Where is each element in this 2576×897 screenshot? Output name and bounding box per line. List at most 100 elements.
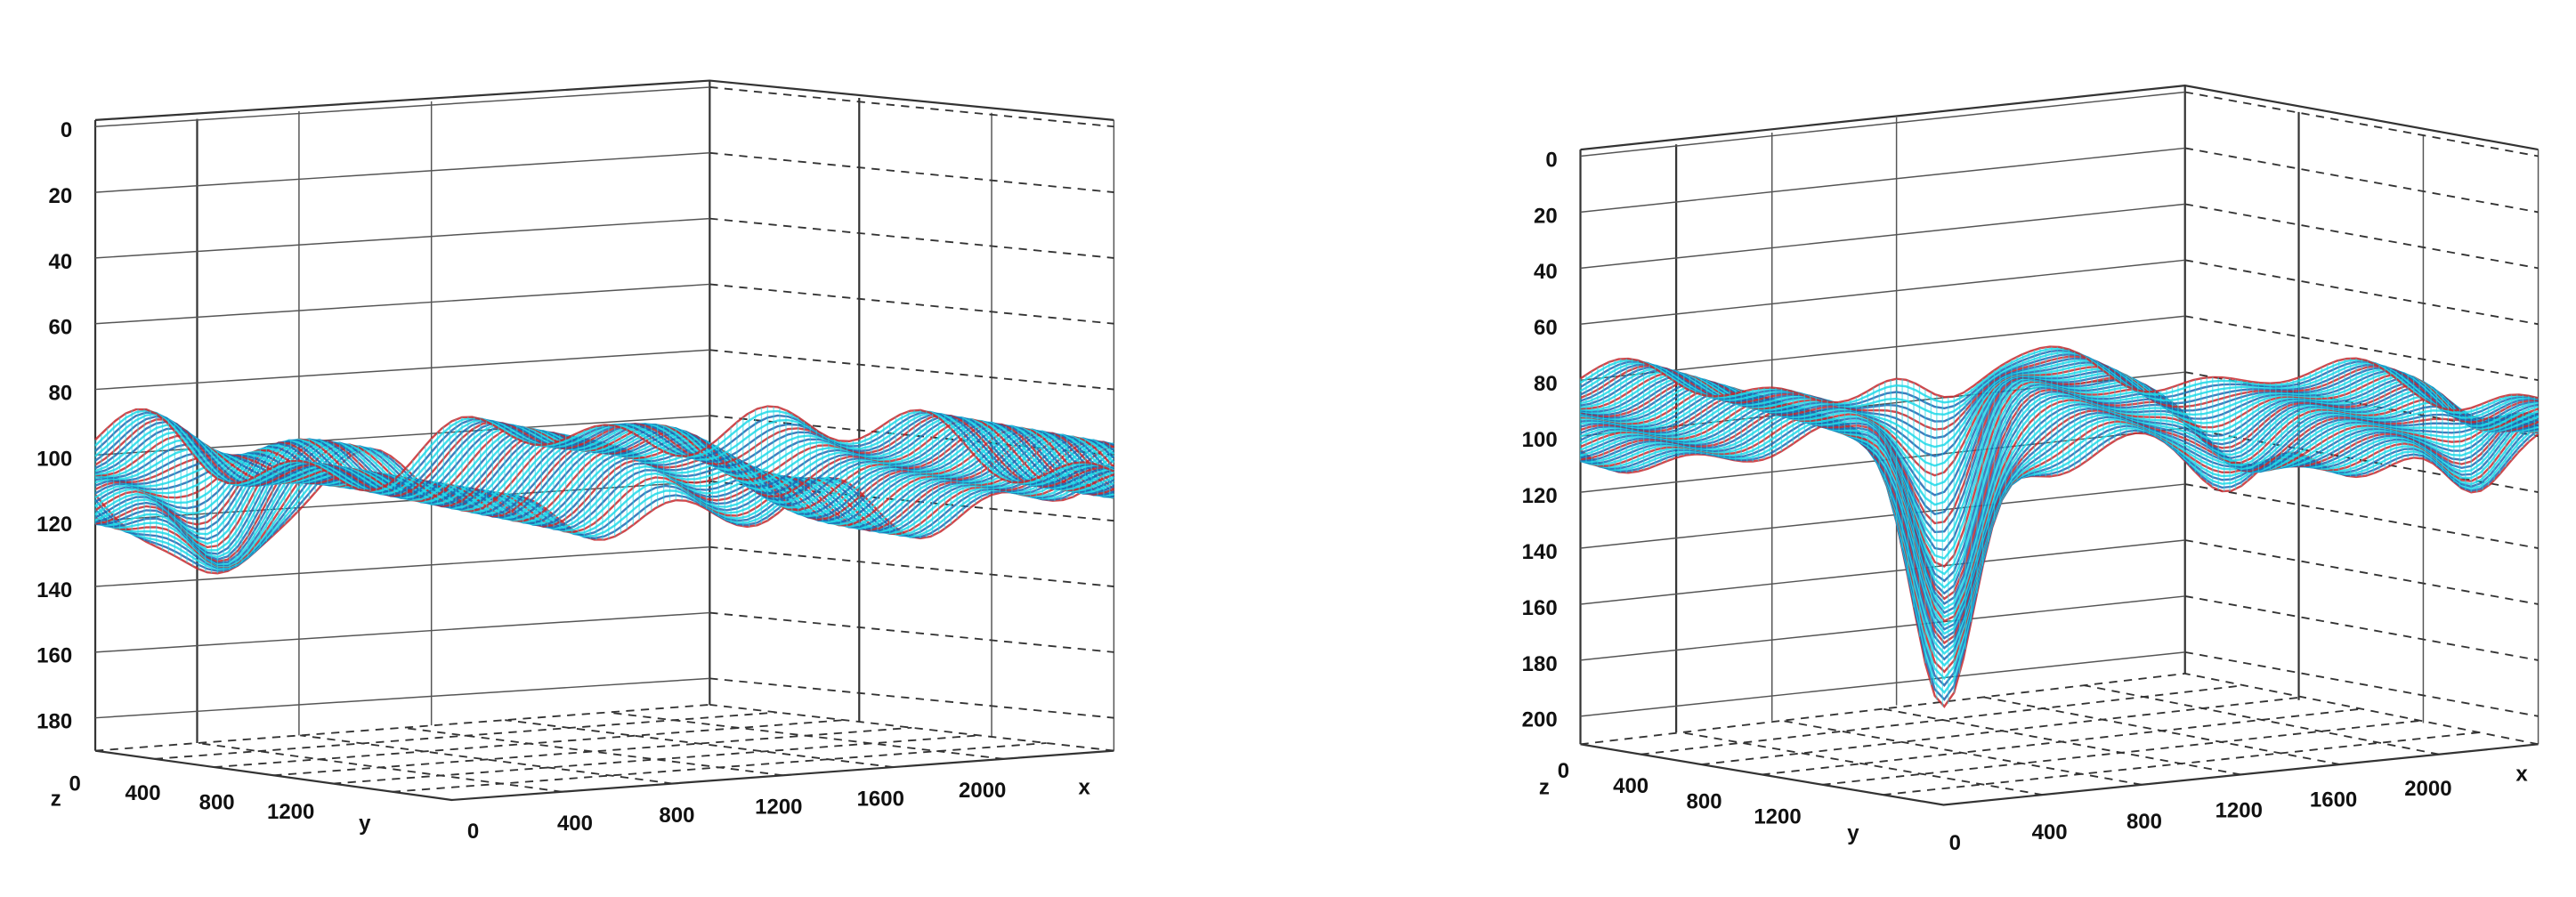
z-tick-label: 60 — [49, 316, 73, 340]
y-tick-label: 800 — [1687, 789, 1722, 813]
surface-line — [94, 443, 1114, 570]
grid-line — [2184, 91, 2539, 158]
floor-edge — [1580, 743, 2539, 806]
y-axis-label: y — [359, 812, 371, 836]
surface-line — [94, 445, 1115, 570]
surface-line — [1579, 416, 2540, 687]
surface-line — [94, 411, 1114, 496]
grid-line — [95, 546, 710, 587]
surface-mesh — [1579, 345, 2540, 708]
z-tick-label: 100 — [1522, 428, 1558, 452]
surface-line — [94, 441, 1114, 567]
grid-line — [2184, 595, 2539, 661]
grid-line — [2184, 483, 2539, 549]
grid-line — [95, 152, 710, 193]
x-tick-label: 1600 — [857, 787, 904, 811]
y-tick-label: 400 — [1613, 774, 1648, 798]
grid-line — [95, 217, 710, 259]
z-tick-label: 0 — [61, 118, 72, 142]
z-tick-label: 80 — [1534, 372, 1558, 396]
surface-line — [1580, 401, 2540, 631]
y-axis-label: y — [1847, 821, 1859, 845]
x-tick-label: 400 — [2032, 820, 2068, 844]
y-tick-label: 400 — [126, 781, 161, 805]
grid-line — [709, 545, 1114, 587]
floor-grid — [2084, 684, 2440, 756]
grid-line — [2184, 651, 2539, 717]
surface-line — [1580, 404, 2539, 640]
x-axis-label: x — [1078, 775, 1090, 799]
y-tick-label: 0 — [1558, 759, 1569, 783]
z-tick-label: 20 — [49, 184, 73, 208]
grid-line — [1580, 91, 2185, 158]
z-tick-label: 180 — [36, 710, 72, 734]
x-tick-label: 800 — [2126, 810, 2162, 834]
z-tick-label: 60 — [1534, 316, 1558, 340]
box-top — [1580, 84, 2539, 151]
floor-grid — [300, 734, 673, 785]
grid-line — [1580, 595, 2185, 661]
surface-line — [1580, 400, 2540, 627]
y-tick-label: 1200 — [267, 800, 314, 824]
floor-grid — [1681, 731, 2043, 796]
surface-line — [94, 440, 1114, 565]
surface-line — [1579, 345, 2539, 412]
surface-line — [1580, 406, 2539, 645]
surface-line — [1580, 413, 2540, 674]
floor-grid — [402, 726, 783, 777]
x-tick-label: 400 — [557, 812, 593, 836]
grid-line — [95, 677, 710, 719]
grid-line — [1580, 651, 2185, 717]
z-tick-label: 0 — [1545, 148, 1557, 172]
floor-edge — [2184, 673, 2539, 746]
x-tick-label: 0 — [467, 820, 479, 844]
surface-line — [94, 443, 1114, 569]
z-tick-label: 160 — [36, 644, 72, 668]
surface-mesh — [94, 405, 1115, 575]
z-tick-label: 20 — [1534, 204, 1558, 228]
x-tick-label: 800 — [659, 804, 694, 828]
surface-line — [1580, 408, 2539, 650]
grid-line — [709, 349, 1114, 391]
z-tick-label: 200 — [1522, 708, 1558, 732]
x-tick-label: 1200 — [755, 796, 802, 820]
z-tick-label: 140 — [1522, 540, 1558, 564]
z-tick-label: 140 — [36, 578, 72, 602]
surface-line — [94, 438, 1115, 559]
floor-grid — [1781, 719, 2143, 786]
grid-line — [95, 86, 710, 127]
x-axis-label: x — [2515, 763, 2528, 787]
surface-line — [95, 440, 1114, 564]
surface-line — [1579, 422, 2540, 708]
grid-line — [709, 86, 1114, 128]
grid-line — [1580, 259, 2185, 326]
grid-line — [709, 217, 1114, 259]
surface-line — [94, 445, 1115, 570]
z-tick-label: 40 — [49, 250, 73, 274]
z-axis-label: z — [1539, 775, 1550, 799]
grid-line — [709, 611, 1114, 653]
y-tick-label: 0 — [69, 772, 81, 796]
surface-line — [1579, 418, 2540, 694]
surface-line — [1580, 357, 2539, 440]
grid-line — [2184, 315, 2539, 382]
grid-line — [95, 481, 710, 521]
floor-grid — [1882, 707, 2241, 776]
surface-chart: 0 20 40 60 80 100 120 140 160 180 0 400 800 1200 0 400 8… — [36, 79, 1115, 844]
floor-grid — [273, 726, 912, 777]
grid-line — [1580, 539, 2185, 605]
surface-line — [94, 442, 1114, 568]
surface-line — [1580, 408, 2539, 656]
z-axis-label: z — [51, 787, 61, 811]
grid-line — [1580, 203, 2185, 270]
grid-line — [709, 283, 1114, 325]
z-tick-label: 80 — [49, 381, 73, 405]
x-tick-label: 1600 — [2310, 788, 2357, 812]
floor-grid — [392, 742, 1047, 793]
grid-line — [1580, 147, 2185, 214]
surface-line — [1580, 412, 2539, 667]
surface-line — [1579, 415, 2540, 681]
surface-line — [94, 405, 1114, 492]
